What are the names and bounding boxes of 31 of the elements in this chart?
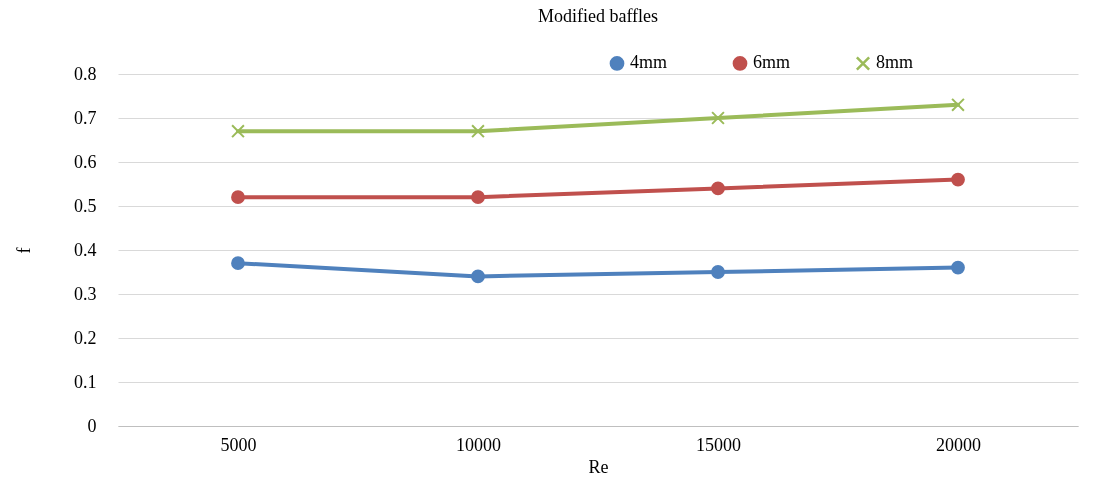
point bbox=[471, 124, 485, 139]
point bbox=[711, 181, 725, 196]
y-tick-label: 0.4 bbox=[74, 239, 97, 260]
y-tick-label: 0.3 bbox=[74, 283, 97, 304]
x-tick-label: 15000 bbox=[696, 434, 741, 455]
y-axis-title: f bbox=[14, 247, 34, 254]
chart-title: Modified baffles bbox=[537, 6, 659, 26]
point bbox=[951, 260, 965, 275]
point bbox=[471, 269, 485, 284]
x-tick-label: 5000 bbox=[220, 434, 257, 455]
legend-label: 4mm bbox=[630, 52, 668, 73]
x-tick-label: 10000 bbox=[456, 434, 501, 455]
y-tick-label: 0.5 bbox=[74, 195, 97, 216]
point bbox=[231, 124, 245, 139]
y-tick-label: 0.2 bbox=[74, 327, 97, 348]
y-tick-label: 0.1 bbox=[74, 371, 97, 392]
legend-label: 8mm bbox=[876, 52, 914, 73]
point bbox=[231, 256, 245, 271]
y-tick-label: 0.6 bbox=[74, 151, 97, 172]
y-tick-label: 0.7 bbox=[74, 107, 97, 128]
x-axis-title: Re bbox=[588, 456, 609, 477]
y-tick-label: 0.8 bbox=[74, 63, 97, 84]
legend-label: 6mm bbox=[753, 52, 791, 73]
point bbox=[711, 265, 725, 279]
point bbox=[231, 190, 245, 205]
point bbox=[711, 111, 725, 125]
point bbox=[951, 97, 965, 112]
point bbox=[951, 172, 965, 187]
x-tick-label: 20000 bbox=[936, 434, 981, 455]
y-tick-label: 0 bbox=[87, 415, 97, 436]
point bbox=[471, 190, 485, 205]
